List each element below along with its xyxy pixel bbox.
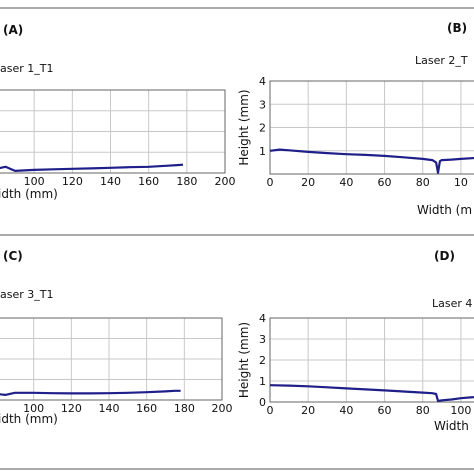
x-tick-label: 180	[176, 175, 197, 188]
chart-panel-b: 0 20 40 60 80 10 1 2 3 4 Width (m Height (mm)	[237, 75, 474, 217]
panel-letter-b: (B)	[447, 21, 467, 35]
y-tick-label: 2	[259, 122, 266, 135]
chart-panel-d: 0 20 40 60 80 100 0 1 2 3 4 Width Height (mm)	[237, 312, 474, 433]
x-axis-label: Width (m	[417, 203, 472, 217]
x-tick-label: 60	[378, 176, 392, 189]
x-tick-label: 180	[174, 402, 195, 415]
y-tick-label: 3	[259, 98, 266, 111]
plot-frame	[269, 317, 474, 403]
series-line	[0, 389, 181, 396]
x-tick-label: 100	[23, 402, 44, 415]
x-tick-label: 20	[301, 404, 315, 417]
y-tick-label: 4	[259, 75, 266, 88]
panel-title-d: Laser 4	[432, 297, 472, 310]
x-tick-label: 140	[100, 175, 121, 188]
series-line	[269, 148, 474, 174]
x-tick-label: 10	[454, 176, 468, 189]
x-axis-label: idth (mm)	[0, 187, 58, 201]
plot-frame	[269, 80, 474, 175]
panel-letter-a: (A)	[3, 23, 23, 37]
x-tick-label: 0	[267, 176, 274, 189]
x-tick-label: 160	[138, 175, 159, 188]
x-tick-label: 80	[416, 176, 430, 189]
y-axis-label: Height (mm)	[237, 322, 251, 398]
y-tick-label: 4	[259, 312, 266, 325]
x-tick-label: 200	[212, 402, 233, 415]
plot-frame	[0, 89, 226, 174]
x-tick-label: 40	[339, 404, 353, 417]
series-line	[269, 384, 474, 402]
panel-title-b: Laser 2_T	[415, 54, 468, 67]
y-tick-label: 0	[259, 396, 266, 409]
y-axis-label: Height (mm)	[237, 89, 251, 165]
panel-letter-c: (C)	[3, 249, 23, 263]
series-line	[0, 163, 184, 172]
chart-panel-a: 100 120 140 160 180 200 idth (mm)	[0, 89, 236, 201]
x-tick-label: 100	[24, 175, 45, 188]
x-axis-label: idth (mm)	[0, 412, 58, 426]
chart-panel-c: 100 120 140 160 180 200 idth (mm)	[0, 317, 233, 426]
x-tick-label: 140	[99, 402, 120, 415]
plot-frame	[0, 317, 223, 401]
x-tick-label: 160	[136, 402, 157, 415]
panel-title-a: aser 1_T1	[0, 62, 53, 75]
panel-letter-d: (D)	[434, 249, 455, 263]
x-tick-label: 0	[267, 404, 274, 417]
y-tick-label: 2	[259, 354, 266, 367]
x-tick-label: 80	[416, 404, 430, 417]
x-tick-label: 100	[450, 404, 471, 417]
y-tick-label: 1	[259, 375, 266, 388]
panel-title-c: aser 3_T1	[0, 288, 53, 301]
x-tick-label: 60	[378, 404, 392, 417]
x-axis-label: Width	[434, 419, 469, 433]
y-tick-label: 1	[259, 145, 266, 158]
x-tick-label: 120	[61, 402, 82, 415]
x-tick-label: 120	[62, 175, 83, 188]
y-tick-label: 3	[259, 333, 266, 346]
x-tick-label: 20	[301, 176, 315, 189]
x-tick-label: 40	[339, 176, 353, 189]
x-tick-label: 200	[215, 175, 236, 188]
